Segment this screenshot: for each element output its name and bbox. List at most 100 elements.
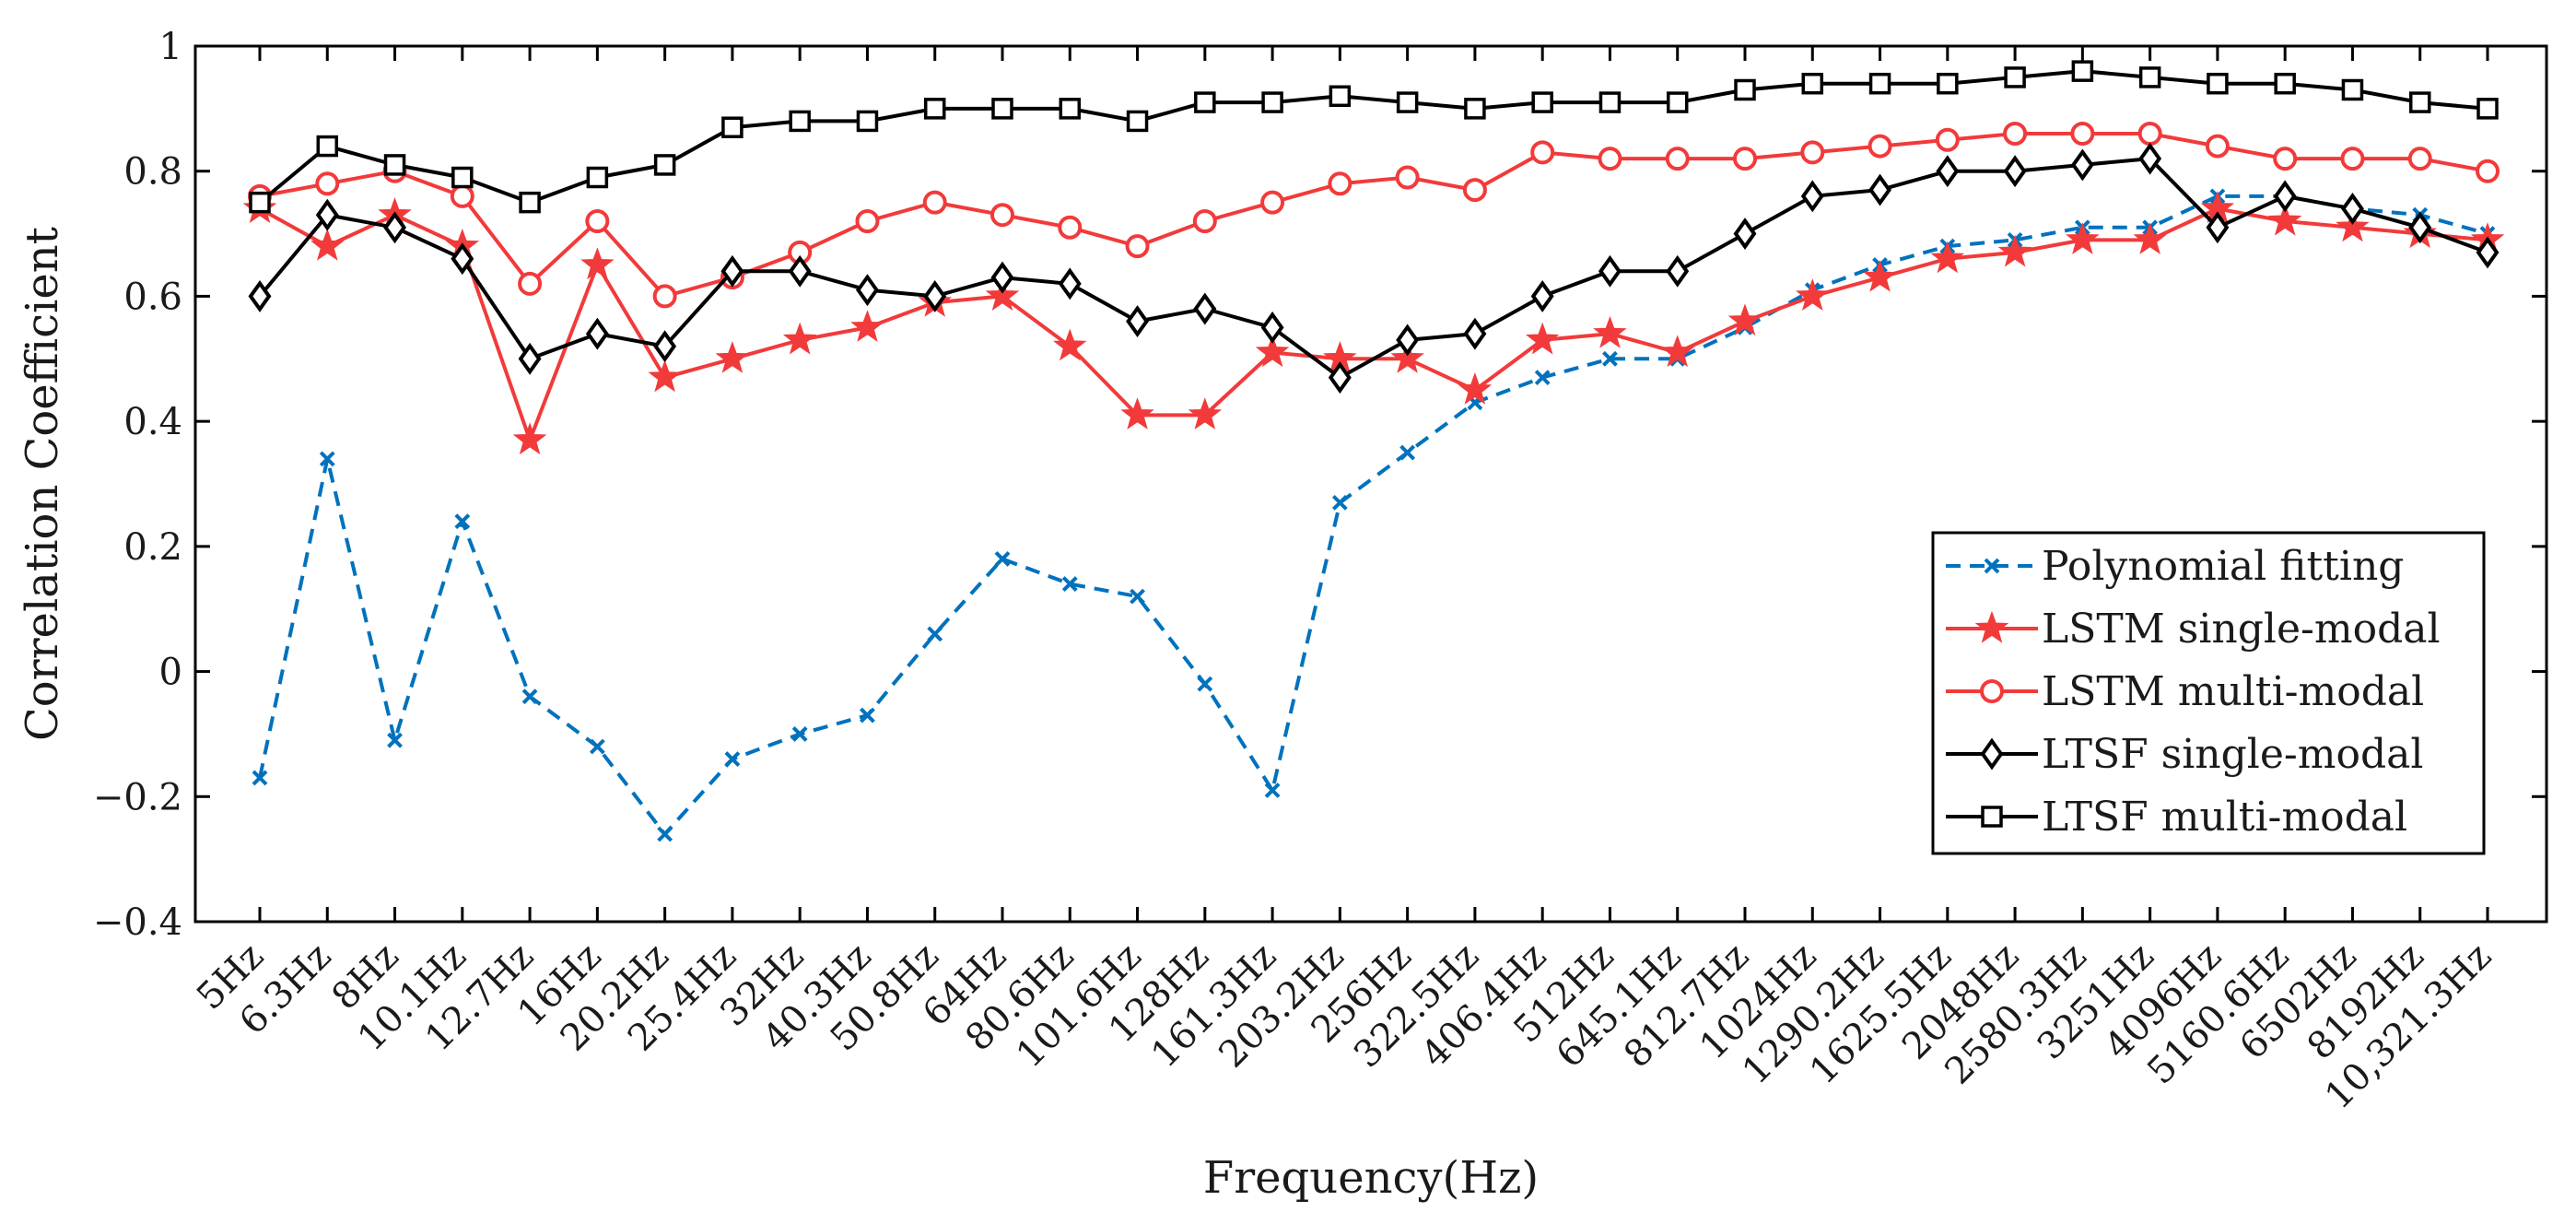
marker-square bbox=[586, 166, 609, 189]
marker-star bbox=[1930, 241, 1965, 274]
marker-diamond bbox=[2408, 211, 2432, 244]
marker-star bbox=[2267, 203, 2302, 236]
marker-x bbox=[252, 770, 268, 786]
marker-diamond bbox=[315, 198, 339, 231]
marker-diamond bbox=[2340, 192, 2364, 225]
marker-x-stroke bbox=[454, 513, 471, 530]
marker-star bbox=[1120, 397, 1154, 430]
marker-diamond bbox=[1463, 317, 1487, 350]
legend-item-lstm-single-modal: LSTM single-modal bbox=[1946, 606, 2441, 653]
marker-x-stroke bbox=[1399, 444, 1416, 461]
marker-circle bbox=[518, 271, 543, 296]
marker-circle bbox=[450, 183, 474, 208]
marker-circle bbox=[1260, 190, 1285, 215]
marker-circle bbox=[1530, 140, 1555, 165]
marker-x-stroke bbox=[1984, 558, 2000, 574]
marker-star bbox=[1390, 341, 1424, 373]
marker-x-stroke bbox=[252, 770, 268, 786]
marker-star bbox=[782, 322, 817, 355]
series-ltsf-single-modal bbox=[248, 142, 2500, 394]
marker-square bbox=[1059, 98, 1082, 120]
marker-x bbox=[724, 751, 741, 767]
marker-square bbox=[2207, 72, 2229, 95]
marker-circle bbox=[2273, 147, 2298, 171]
marker-circle bbox=[1980, 679, 2004, 703]
marker-square bbox=[1531, 91, 1553, 113]
marker-square bbox=[1464, 98, 1486, 120]
marker-circle bbox=[2003, 122, 2028, 146]
marker-square bbox=[1666, 91, 1689, 113]
marker-square bbox=[2071, 60, 2094, 82]
marker-x bbox=[521, 688, 538, 705]
marker-square bbox=[923, 98, 946, 120]
marker-diamond bbox=[1260, 311, 1284, 344]
marker-x bbox=[657, 826, 673, 842]
marker-x bbox=[319, 451, 335, 467]
marker-circle bbox=[990, 203, 1014, 228]
y-tick-label: 0.4 bbox=[123, 401, 182, 443]
marker-square bbox=[991, 98, 1013, 120]
marker-x bbox=[1984, 558, 2000, 574]
legend: Polynomial fitting LSTM single-modal LSTM … bbox=[1931, 531, 2486, 855]
marker-diamond bbox=[1800, 180, 1824, 213]
marker-star bbox=[715, 341, 750, 373]
marker-circle bbox=[1395, 165, 1420, 190]
marker-x bbox=[1130, 588, 1145, 605]
marker-diamond bbox=[1126, 305, 1150, 338]
marker-star bbox=[2066, 222, 2100, 254]
marker-square bbox=[519, 191, 541, 214]
marker-circle bbox=[1935, 127, 1960, 152]
marker-diamond bbox=[2003, 155, 2027, 188]
marker-x-stroke bbox=[1264, 783, 1281, 798]
marker-x-stroke bbox=[1130, 588, 1145, 605]
marker-star bbox=[985, 278, 1020, 311]
marker-x-stroke bbox=[1061, 576, 1078, 592]
marker-square bbox=[1396, 91, 1419, 113]
marker-x-stroke bbox=[860, 707, 875, 724]
marker-diamond bbox=[1598, 254, 1622, 288]
marker-diamond bbox=[1980, 737, 2004, 771]
marker-x-stroke bbox=[791, 726, 808, 742]
y-axis-title: Correlation Coefficient bbox=[17, 227, 68, 741]
marker-star bbox=[1660, 335, 1694, 368]
marker-diamond bbox=[990, 261, 1014, 294]
marker-star bbox=[1255, 335, 1290, 368]
y-tick-label: −0.2 bbox=[93, 776, 182, 818]
marker-circle bbox=[1192, 209, 1217, 233]
plot-frame bbox=[193, 44, 2548, 924]
marker-circle bbox=[1328, 171, 1352, 196]
marker-star bbox=[2133, 222, 2167, 254]
marker-circle bbox=[652, 284, 677, 309]
marker-square bbox=[1981, 806, 2003, 828]
marker-x bbox=[387, 732, 403, 748]
marker-diamond bbox=[585, 317, 609, 350]
legend-item-ltsf-multi-modal: LTSF multi-modal bbox=[1946, 794, 2407, 841]
marker-x-stroke bbox=[319, 451, 335, 467]
y-tick-label: 0.6 bbox=[123, 276, 182, 318]
marker-star bbox=[1593, 315, 1627, 348]
marker-x bbox=[589, 738, 605, 755]
marker-diamond bbox=[1666, 254, 1690, 288]
marker-circle bbox=[2407, 147, 2432, 171]
marker-square bbox=[1126, 110, 1149, 133]
marker-square bbox=[1801, 72, 1824, 95]
marker-circle bbox=[1665, 147, 1690, 171]
marker-star bbox=[1458, 371, 1493, 405]
marker-x bbox=[1197, 676, 1213, 692]
marker-square bbox=[1329, 85, 1352, 108]
marker-diamond bbox=[2070, 148, 2094, 182]
marker-diamond bbox=[248, 279, 272, 312]
marker-circle bbox=[315, 171, 340, 196]
y-tick-label: 0.8 bbox=[123, 151, 182, 194]
marker-diamond bbox=[2476, 236, 2500, 269]
marker-diamond bbox=[2273, 180, 2297, 213]
series-line-lstm-multi-modal bbox=[259, 132, 2488, 299]
marker-diamond bbox=[855, 274, 879, 307]
marker-square bbox=[451, 166, 474, 189]
marker-square bbox=[2138, 66, 2161, 88]
marker-x-stroke bbox=[1602, 350, 1618, 367]
legend-label: LSTM multi-modal bbox=[2042, 668, 2424, 715]
marker-x-stroke bbox=[589, 738, 605, 755]
marker-x-stroke bbox=[927, 626, 943, 642]
